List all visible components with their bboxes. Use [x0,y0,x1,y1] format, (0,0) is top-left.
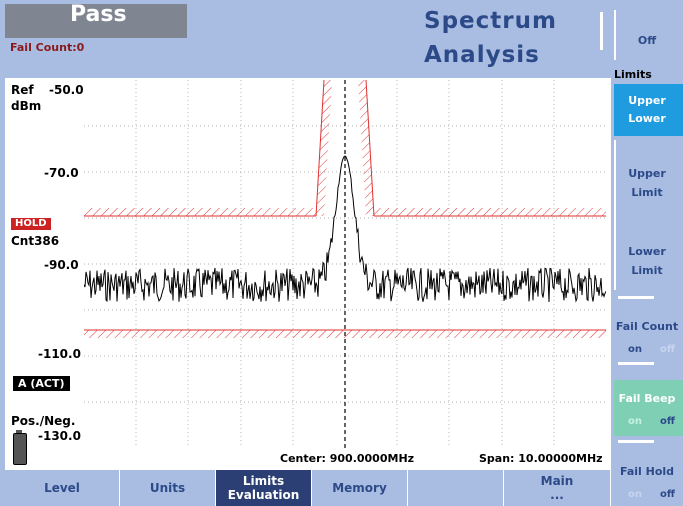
softkey-separator [618,296,654,299]
page-title-line2: Analysis [424,42,540,68]
fail-count-button[interactable]: Fail Count [615,320,679,333]
blank-softkey[interactable] [408,470,504,506]
center-frequency: Center: 900.0000MHz [280,452,415,465]
upper-lower-label-2: Lower [628,112,666,125]
upper-lower-label-1: Upper [628,94,666,107]
header-divider [600,12,603,50]
y-tick-bottom: -130.0 [38,429,81,443]
pass-status: Pass [70,2,127,27]
trace-badge: A (ACT) [13,376,70,391]
battery-icon-tip [16,430,22,433]
limits-evaluation-button[interactable]: Limits Evaluation [216,470,312,506]
upper-limit-button[interactable]: Upper [628,167,666,180]
limits-section-label: Limits [614,68,652,81]
level-button[interactable]: Level [5,470,120,506]
fail-beep-label: Fail Beep [618,392,676,405]
off-button[interactable]: Off [637,34,657,47]
hold-badge: HOLD [11,218,51,230]
page-title-line1: Spectrum [424,8,557,34]
units-button[interactable]: Units [120,470,216,506]
memory-button[interactable]: Memory [312,470,408,506]
spectrum-trace [84,155,606,303]
main-label-2: ... [550,488,564,502]
span-frequency: Span: 10.00000MHz [479,452,603,465]
detector-label: Pos./Neg. [11,414,76,428]
upper-lower-button[interactable] [614,84,683,136]
spectrum-plot [84,80,606,448]
fail-count-off[interactable]: off [660,344,675,355]
fail-beep-on[interactable]: on [628,416,642,427]
fail-count-label: Fail Count:0 [10,41,85,54]
fail-hold-on[interactable]: on [628,489,642,500]
y-tick: -90.0 [44,258,79,272]
softkey-divider [614,10,616,60]
y-tick: -70.0 [44,166,79,180]
unit-label: dBm [11,99,42,113]
battery-icon [13,433,27,465]
lower-limit-button-line2[interactable]: Limit [631,264,663,277]
count-label: Cnt386 [11,234,60,248]
lower-limit-button[interactable]: Lower [628,245,666,258]
y-tick-top: -50.0 [49,83,84,97]
limits-evaluation-label-2: Evaluation [227,488,300,502]
fail-beep-off[interactable]: off [660,416,675,427]
limits-evaluation-label-1: Limits [242,474,285,488]
fail-beep-button[interactable] [614,380,683,436]
ref-label: Ref [11,83,34,97]
pass-status-box [5,4,187,38]
fail-hold-off[interactable]: off [660,489,675,500]
softkey-divider [614,140,616,290]
main-label-1: Main [540,474,574,488]
softkey-separator [618,440,654,443]
plot-area [5,78,611,470]
softkey-separator [618,362,654,365]
y-tick: -110.0 [38,347,81,361]
main-button[interactable]: Main ... [504,470,611,506]
upper-limit-button-line2[interactable]: Limit [631,186,663,199]
fail-hold-button[interactable]: Fail Hold [619,465,675,478]
fail-count-on[interactable]: on [628,344,642,355]
upper-limit-line [84,80,606,217]
